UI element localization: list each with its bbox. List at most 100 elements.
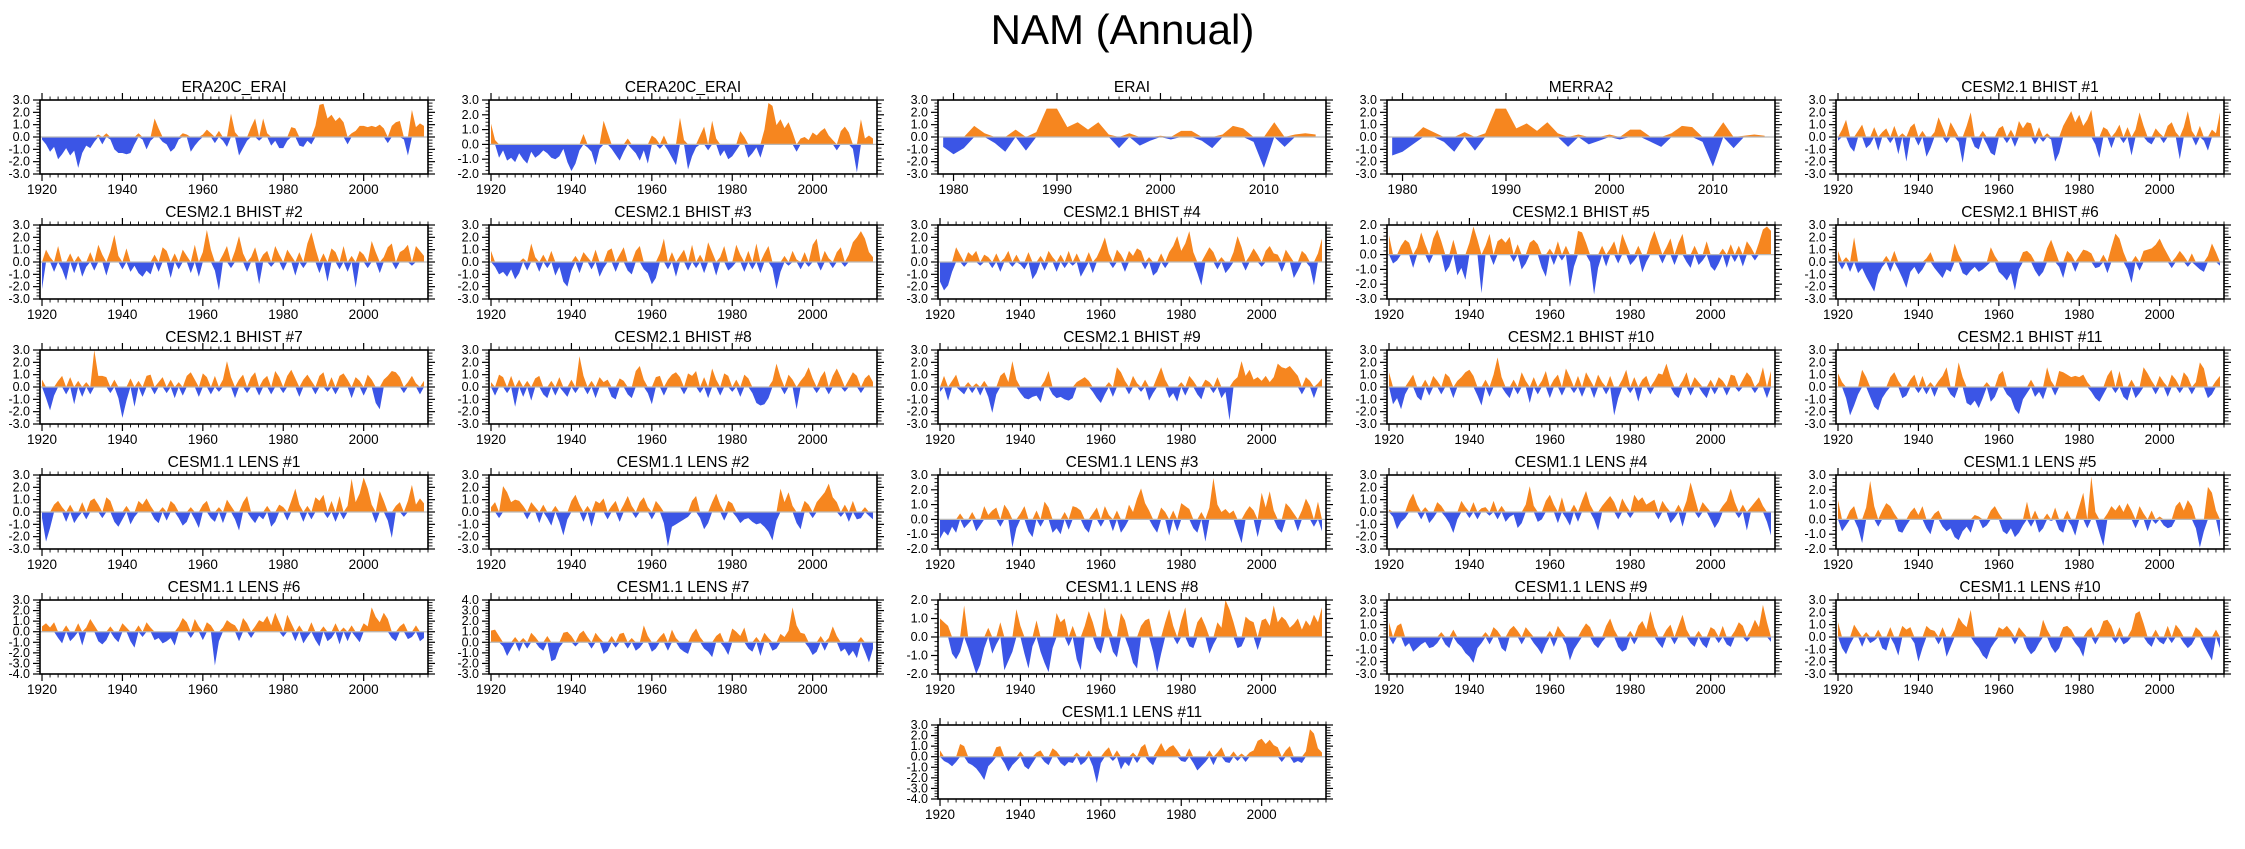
y-tick-label: -1.0	[1355, 262, 1377, 276]
x-tick-label: 1960	[1086, 807, 1116, 822]
x-tick-label: 1940	[1454, 682, 1484, 697]
positive-anomaly-area	[943, 108, 1316, 137]
y-tick-label: 3.0	[1809, 93, 1826, 107]
subplot-cesm2-1-bhist-6: CESM2.1 BHIST #6 -3.0 -2.0 -1.0 0.0 1.0 2.0 3.0…	[1796, 201, 2245, 326]
y-tick-label: -3.0	[906, 417, 928, 431]
y-tick-label: 0.0	[911, 512, 928, 526]
x-tick-label: 1940	[556, 432, 586, 447]
y-tick-label: 0.0	[1809, 130, 1826, 144]
subplot-cesm1-1-lens-9: CESM1.1 LENS #9 -3.0 -2.0 -1.0 0.0 1.0 2.0 3.0 1…	[1347, 576, 1796, 701]
chart-svg: ERA20C_ERAI -3.0-2.0-1.00.01.02.03.0 1920 1…	[8, 79, 435, 197]
y-tick-label: 0.0	[1360, 630, 1377, 644]
x-tick-label: 1920	[925, 807, 955, 822]
chart-svg: CESM1.1 LENS #6 -4.0-3.0-2.0-1.00.01.02.0…	[8, 579, 435, 697]
x-tick-label: 2000	[798, 682, 828, 697]
x-tick-label: 1940	[556, 307, 586, 322]
negative-anomaly-area	[1389, 254, 1771, 295]
axis-ticks	[33, 468, 435, 556]
axis-ticks	[1380, 468, 1782, 556]
axis-ticks	[1380, 93, 1782, 181]
y-tick-label: -3.0	[8, 656, 30, 670]
x-tick-label: 2000	[349, 682, 379, 697]
chart-svg: CESM2.1 BHIST #10 -3.0-2.0-1.00.01.02.03.…	[1355, 329, 1782, 447]
x-tick-label: 1980	[717, 307, 747, 322]
y-tick-label: 3.0	[911, 343, 928, 357]
negative-anomaly-area	[491, 387, 873, 410]
chart-svg: CESM1.1 LENS #8 -2.0 -1.0 0.0 1.0 2.0 1920 1940…	[906, 579, 1333, 697]
plot-frame	[937, 724, 1327, 800]
x-tick-label: 2000	[798, 557, 828, 572]
y-tick-label: 0.0	[1809, 630, 1826, 644]
y-tick-label: 1.0	[13, 368, 30, 382]
x-tick-label: 1980	[1615, 432, 1645, 447]
y-tick-label: 0.0	[462, 635, 479, 649]
axis-ticks	[931, 593, 1333, 681]
y-tick-label: 1.0	[13, 118, 30, 132]
x-tick-label: 1980	[717, 182, 747, 197]
y-tick-label: 3.0	[462, 218, 479, 232]
chart-svg: CESM1.1 LENS #7 -3.0-2.0-1.00.01.02.03.04…	[457, 579, 884, 697]
x-tick-label: 1960	[1086, 557, 1116, 572]
x-tick-label: 1940	[1903, 557, 1933, 572]
x-tick-label: 1940	[107, 682, 137, 697]
y-tick-label: -1.0	[906, 267, 928, 281]
subplot-title: CERA20C_ERAI	[625, 79, 741, 96]
y-tick-label: 2.0	[911, 729, 928, 743]
x-tick-label: 1960	[1984, 182, 2014, 197]
x-tick-label: 1920	[1374, 682, 1404, 697]
negative-anomaly-area	[491, 512, 873, 547]
y-tick-label: 3.0	[911, 718, 928, 732]
y-tick-label: 1.0	[1809, 498, 1826, 512]
subplot-title: CESM2.1 BHIST #3	[614, 204, 752, 221]
subplot-cesm2-1-bhist-4: CESM2.1 BHIST #4 -3.0 -2.0 -1.0 0.0 1.0 2.0 3.0…	[898, 201, 1347, 326]
y-tick-label: 1.0	[911, 118, 928, 132]
negative-anomaly-area	[1389, 387, 1771, 416]
plot-frame	[1835, 474, 2225, 550]
y-tick-label: 2.0	[911, 105, 928, 119]
subplot-title: CESM2.1 BHIST #6	[1961, 204, 2099, 221]
x-tick-label: 1920	[925, 307, 955, 322]
y-tick-label: 3.0	[911, 218, 928, 232]
y-tick-label: -2.0	[8, 530, 30, 544]
x-tick-label: 1960	[1535, 557, 1565, 572]
positive-anomaly-area	[1838, 476, 2220, 520]
x-tick-label: 1940	[1454, 432, 1484, 447]
y-tick-label: -2.0	[906, 771, 928, 785]
y-tick-label: -3.0	[1804, 667, 1826, 681]
negative-anomaly-area	[1838, 262, 2220, 292]
y-tick-label: -2.0	[906, 280, 928, 294]
y-tick-label: -1.0	[1355, 142, 1377, 156]
x-tick-label: 1940	[107, 182, 137, 197]
x-tick-label: 2000	[2145, 307, 2175, 322]
x-tick-label: 1960	[637, 432, 667, 447]
positive-anomaly-area	[1838, 609, 2220, 637]
subplot-title: CESM1.1 LENS #1	[168, 454, 301, 471]
chart-svg: CESM1.1 LENS #2 -3.0-2.0-1.00.01.02.03.0 1…	[457, 454, 884, 572]
y-tick-label: 2.0	[13, 604, 30, 618]
x-tick-label: 1980	[2064, 182, 2094, 197]
y-tick-label: 3.0	[462, 604, 479, 618]
subplot-title: CESM1.1 LENS #7	[617, 579, 750, 596]
axis-ticks	[1380, 218, 1782, 306]
positive-anomaly-area	[1392, 108, 1765, 137]
y-tick-label: -2.0	[457, 530, 479, 544]
x-tick-label: 1980	[268, 432, 298, 447]
x-tick-label: 1940	[1005, 432, 1035, 447]
x-tick-label: 1960	[188, 307, 218, 322]
y-tick-label: -1.0	[1804, 142, 1826, 156]
x-tick-label: 1940	[556, 182, 586, 197]
x-tick-label: 1940	[556, 682, 586, 697]
y-tick-label: 0.0	[911, 750, 928, 764]
y-tick-label: -3.0	[8, 542, 30, 556]
x-tick-label: 1920	[1823, 432, 1853, 447]
x-tick-label: 1920	[476, 557, 506, 572]
x-tick-label: 1980	[1615, 682, 1645, 697]
x-tick-label: 1940	[1005, 682, 1035, 697]
positive-anomaly-area	[491, 356, 873, 387]
subplot-title: MERRA2	[1549, 79, 1614, 96]
chart-svg: CESM2.1 BHIST #3 -3.0-2.0-1.00.01.02.03.0…	[457, 204, 884, 322]
y-tick-label: -2.0	[457, 656, 479, 670]
y-tick-label: 1.0	[13, 493, 30, 507]
x-tick-label: 1990	[1491, 182, 1521, 197]
